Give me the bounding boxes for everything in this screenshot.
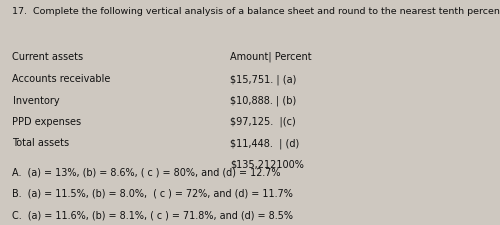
Text: PPD expenses: PPD expenses — [12, 117, 82, 127]
Text: Current assets: Current assets — [12, 52, 84, 62]
Text: Accounts receivable: Accounts receivable — [12, 74, 111, 84]
Text: A.  (a) = 13%, (b) = 8.6%, ( c ) = 80%, and (d) = 12.7%: A. (a) = 13%, (b) = 8.6%, ( c ) = 80%, a… — [12, 168, 281, 178]
Text: 17.  Complete the following vertical analysis of a balance sheet and round to th: 17. Complete the following vertical anal… — [12, 7, 500, 16]
Text: $97,125.  |(c): $97,125. |(c) — [230, 117, 296, 128]
Text: $10,888. | (b): $10,888. | (b) — [230, 96, 296, 106]
Text: Total assets: Total assets — [12, 138, 70, 148]
Text: $135,212100%: $135,212100% — [230, 160, 304, 170]
Text: $11,448.  | (d): $11,448. | (d) — [230, 138, 299, 149]
Text: $15,751. | (a): $15,751. | (a) — [230, 74, 296, 85]
Text: Amount| Percent: Amount| Percent — [230, 52, 312, 62]
Text: Inventory: Inventory — [12, 96, 59, 106]
Text: C.  (a) = 11.6%, (b) = 8.1%, ( c ) = 71.8%, and (d) = 8.5%: C. (a) = 11.6%, (b) = 8.1%, ( c ) = 71.8… — [12, 210, 294, 220]
Text: B.  (a) = 11.5%, (b) = 8.0%,  ( c ) = 72%, and (d) = 11.7%: B. (a) = 11.5%, (b) = 8.0%, ( c ) = 72%,… — [12, 189, 294, 199]
